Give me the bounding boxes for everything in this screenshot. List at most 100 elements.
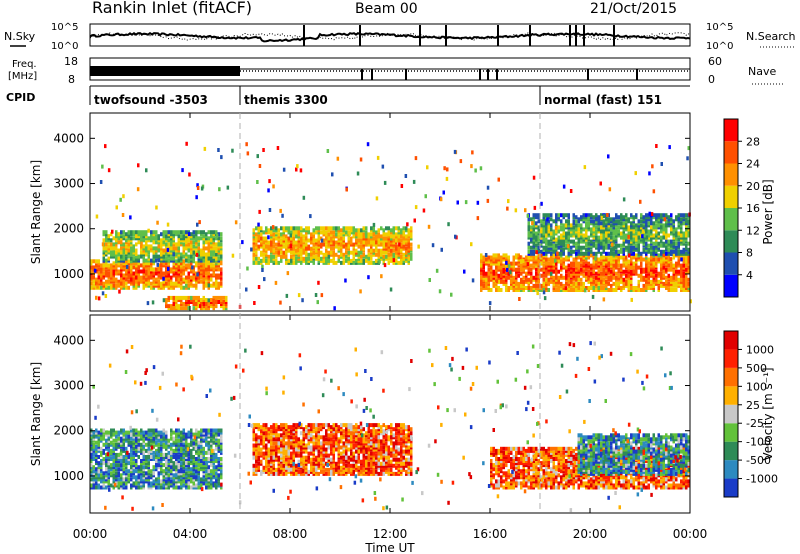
heatmap-cell: [520, 263, 523, 268]
heatmap-cell: [241, 240, 244, 245]
heatmap-cell: [592, 223, 595, 228]
heatmap-cell: [620, 267, 623, 272]
heatmap-cell: [360, 254, 363, 259]
heatmap-cell: [207, 263, 210, 268]
heatmap-cell: [517, 281, 520, 286]
heatmap-cell: [92, 448, 95, 453]
heatmap-cell: [537, 259, 540, 264]
heatmap-cell: [680, 235, 683, 240]
heatmap-cell: [202, 263, 205, 268]
heatmap-cell: [615, 281, 618, 286]
heatmap-cell: [570, 239, 573, 244]
heatmap-cell: [95, 461, 98, 466]
heatmap-cell: [512, 255, 515, 260]
heatmap-cell: [132, 285, 135, 290]
heatmap-cell: [665, 213, 668, 218]
heatmap-cell: [572, 257, 575, 262]
heatmap-cell: [490, 255, 493, 260]
heatmap-cell: [495, 259, 498, 264]
heatmap-cell: [152, 436, 155, 441]
heatmap-cell: [327, 254, 331, 259]
heatmap-cell: [110, 279, 113, 284]
heatmap-cell: [315, 246, 318, 251]
heatmap-cell: [195, 263, 198, 268]
heatmap-cell: [322, 226, 325, 231]
heatmap-cell: [90, 269, 93, 274]
heatmap-cell: [424, 194, 427, 199]
heatmap-cell: [592, 269, 595, 274]
heatmap-cell: [185, 479, 188, 484]
heatmap-cell: [195, 275, 198, 280]
heatmap-cell: [545, 257, 548, 262]
heatmap-cell: [127, 248, 130, 253]
heatmap-cell: [647, 235, 650, 240]
heatmap-cell: [567, 223, 570, 228]
heatmap-cell: [645, 241, 648, 246]
heatmap-cell: [537, 267, 540, 272]
heatmap-cell: [180, 269, 183, 274]
heatmap-cell: [90, 446, 93, 451]
heatmap-cell: [172, 230, 175, 235]
heatmap-cell: [332, 260, 335, 265]
heatmap-cell: [320, 250, 323, 255]
heatmap-cell: [115, 263, 118, 268]
heatmap-cell: [372, 248, 375, 253]
heatmap-cell: [317, 252, 320, 257]
heatmap-cell: [380, 252, 383, 257]
heatmap-cell: [187, 232, 191, 237]
heatmap-cell: [484, 253, 488, 257]
heatmap-cell: [639, 199, 642, 204]
heatmap-cell: [132, 465, 135, 470]
heatmap-cell: [117, 282, 120, 287]
heatmap-cell: [687, 267, 690, 272]
heatmap-cell: [192, 302, 195, 306]
heatmap-cell: [260, 250, 263, 255]
heatmap-cell: [177, 475, 180, 480]
heatmap-cell: [320, 230, 323, 235]
heatmap-cell: [667, 217, 670, 222]
heatmap-cell: [540, 201, 543, 206]
heatmap-cell: [187, 295, 190, 300]
heatmap-cell: [162, 298, 166, 303]
heatmap-cell: [482, 286, 485, 290]
cpid-segment-0: twofsound -3503: [94, 93, 208, 107]
heatmap-cell: [627, 225, 630, 230]
heatmap-cell: [182, 254, 185, 259]
heatmap-cell: [362, 246, 365, 251]
heatmap-cell: [387, 236, 390, 241]
heatmap-cell: [532, 175, 536, 180]
heatmap-cell: [357, 252, 360, 257]
heatmap-cell: [187, 465, 190, 470]
heatmap-cell: [180, 295, 183, 300]
heatmap-cell: [137, 279, 140, 284]
heatmap-cell: [226, 185, 230, 190]
heatmap-cell: [246, 266, 249, 271]
heatmap-cell: [215, 249, 218, 253]
heatmap-cell: [262, 230, 265, 235]
heatmap-cell: [187, 254, 190, 259]
heatmap-cell: [535, 213, 538, 218]
heatmap-cell: [182, 477, 185, 482]
heatmap-cell: [545, 273, 548, 278]
heatmap-cell: [207, 254, 210, 259]
heatmap-cell: [530, 279, 533, 284]
heatmap-cell: [165, 455, 168, 459]
heatmap-cell: [400, 254, 403, 259]
heatmap-cell: [350, 258, 353, 263]
heatmap-cell: [255, 252, 258, 257]
heatmap-cell: [155, 477, 158, 482]
heatmap-cell: [187, 279, 190, 284]
heatmap-cell: [670, 223, 673, 228]
heatmap-cell: [155, 279, 158, 284]
heatmap-cell: [137, 236, 140, 241]
heatmap-cell: [257, 256, 260, 261]
heatmap-cell: [112, 283, 115, 288]
heatmap-cell: [265, 226, 268, 231]
heatmap-cell: [410, 236, 413, 241]
heatmap-cell: [217, 275, 220, 280]
heatmap-cell: [167, 275, 170, 280]
heatmap-cell: [382, 258, 385, 263]
heatmap-cell: [95, 259, 98, 264]
heatmap-cell: [587, 273, 590, 278]
heatmap-cell: [612, 263, 615, 268]
